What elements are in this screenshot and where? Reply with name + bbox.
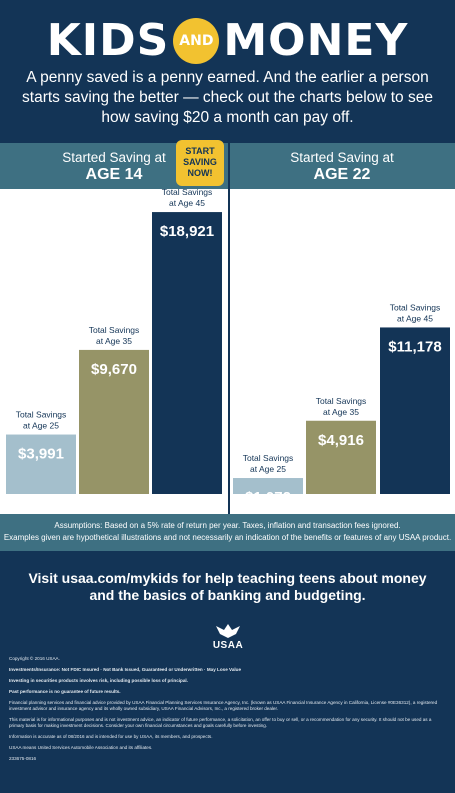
left-category-label-line2-age-25: at Age 25 [23,421,59,431]
page-title: KIDS AND MONEY [0,14,455,66]
assumptions-band: Assumptions: Based on a 5% rate of retur… [0,514,455,551]
right-category-label-line1-age-45: Total Savings [390,302,441,312]
eagle-logo-icon [216,624,240,638]
right-value-label-age-35: $4,916 [318,432,364,449]
right-value-label-age-45: $11,178 [388,338,441,355]
chart-header-band [0,143,455,189]
right-bar-age-25 [233,478,303,494]
right-value-label-age-25: $1,072 [245,489,291,506]
right-category-label-line1-age-35: Total Savings [316,396,367,406]
legal-planning: Financial planning services and financia… [9,700,438,711]
right-category-label-line2-age-25: at Age 25 [250,464,286,474]
start-saving-badge: START SAVING NOW! [176,140,224,186]
header: KIDS AND MONEY A penny saved is a penny ea… [0,0,455,143]
right-chart-title-line1: Started Saving at [290,150,394,165]
chart-divider [228,143,230,515]
title-and-badge: AND [173,18,220,64]
legal-code: 233675-0816 [9,756,37,761]
logo-name: USAA [212,640,244,651]
legal-means: USAA means United Services Automobile As… [9,745,153,750]
right-chart-title: Started Saving at AGE 22 [232,150,452,184]
left-chart-title: Started Saving at AGE 14 [4,150,224,184]
chart-area: $3,991 Total Savings at Age 25 $9,670 Total … [0,189,455,514]
right-chart-title-age: AGE 22 [313,166,371,183]
legal-risk: Investing in securities products involve… [9,678,188,683]
left-value-label-age-45: $18,921 [160,223,214,240]
left-chart-title-line1: Started Saving at [62,150,166,165]
right-category-label-line2-age-35: at Age 35 [323,407,359,417]
legal-copyright: Copyright © 2016 USAA. [9,656,60,661]
legal-text: Copyright © 2016 USAA. Investments/Insur… [9,656,446,767]
legal-past: Past performance is no guarantee of futu… [9,689,121,694]
left-value-label-age-25: $3,991 [18,446,64,463]
left-category-label-line2-age-45: at Age 45 [169,198,205,208]
badge-line-3: NOW! [187,168,213,178]
left-category-label-line1-age-35: Total Savings [89,325,140,335]
left-category-label-line2-age-35: at Age 35 [96,336,132,346]
title-kids: KIDS [46,15,170,66]
assumptions-line-2: Examples given are hypothetical illustra… [3,533,452,542]
intro-text: A penny saved is a penny earned. And the… [22,69,433,126]
assumptions-line-1: Assumptions: Based on a 5% rate of retur… [54,521,401,530]
left-chart-title-age: AGE 14 [85,166,143,183]
title-money: MONEY [223,15,409,66]
legal-insurance: Investments/Insurance: Not FDIC Insured … [9,667,242,672]
left-category-label-line1-age-25: Total Savings [16,410,67,420]
usaa-logo: USAA [210,622,246,652]
legal-accurate: Information is accurate as of 08/2016 an… [9,734,213,739]
right-bar-age-45 [380,327,450,494]
legal-informational: This material is for informational purpo… [9,717,432,728]
badge-line-2: SAVING [183,157,217,167]
cta-text: Visit usaa.com/mykids for help teaching … [15,570,440,604]
cta-line-2: and the basics of banking and budgeting. [89,587,366,603]
right-bar-age-35 [306,420,376,494]
badge-line-1: START [185,146,215,156]
right-category-label-line1-age-25: Total Savings [243,453,294,463]
left-bar-age-25 [6,434,76,494]
cta-line-1: Visit usaa.com/mykids for help teaching … [28,570,427,586]
left-category-label-line1-age-45: Total Savings [162,189,213,197]
left-bar-age-45 [152,212,222,495]
right-category-label-line2-age-45: at Age 45 [397,313,433,323]
left-value-label-age-35: $9,670 [91,361,137,378]
left-bar-age-35 [79,349,149,494]
